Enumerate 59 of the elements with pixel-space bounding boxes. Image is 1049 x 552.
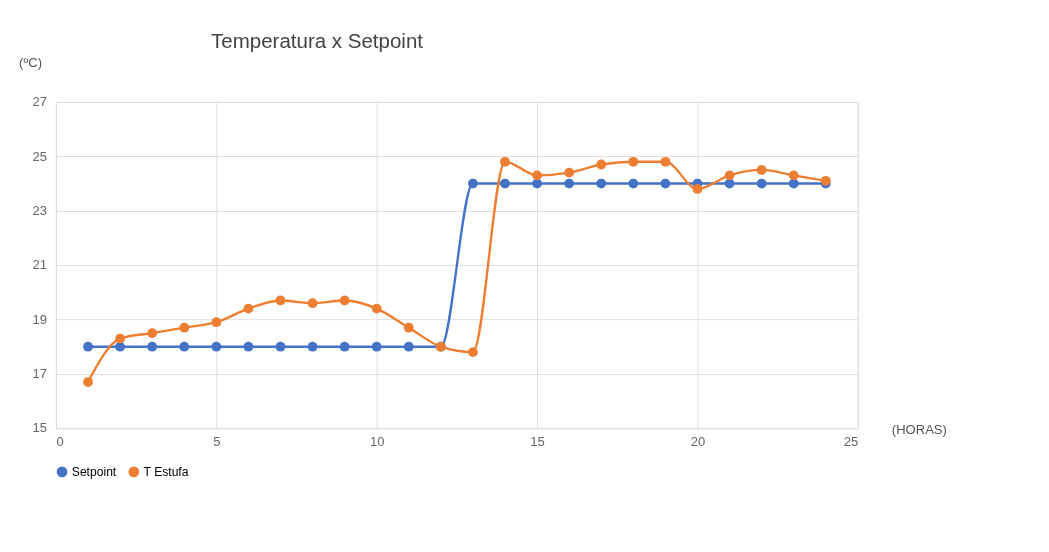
point [756, 178, 767, 189]
x-tick-label: 20 [690, 434, 706, 450]
point [179, 322, 190, 333]
y-tick-label: 23 [32, 202, 48, 218]
y-tick-label: 15 [32, 420, 48, 436]
point [339, 295, 350, 306]
point [468, 178, 478, 189]
point [371, 303, 382, 314]
point [115, 333, 125, 344]
point [211, 317, 222, 328]
point [468, 347, 478, 358]
y-axis-title: (ºC) [19, 54, 43, 70]
y-tick-label: 27 [32, 94, 48, 110]
point [500, 156, 510, 167]
point [724, 170, 735, 181]
point [500, 178, 510, 189]
x-tick-label: 5 [213, 434, 221, 450]
point [83, 377, 93, 387]
point [628, 156, 639, 167]
point [532, 178, 542, 189]
y-tick-label: 25 [32, 148, 48, 164]
point [179, 341, 190, 352]
x-tick-label: 10 [369, 434, 385, 450]
point [660, 156, 671, 167]
x-tick-label: 15 [530, 434, 545, 450]
chart-title: Temperatura x Setpoint [211, 28, 424, 52]
point [275, 341, 286, 352]
point [628, 178, 639, 189]
point [564, 167, 575, 178]
y-tick-label: 21 [32, 257, 48, 273]
point [371, 341, 382, 352]
point [339, 341, 350, 352]
point [243, 303, 254, 314]
point [275, 295, 286, 306]
point [756, 165, 767, 175]
x-tick-label: 0 [56, 434, 64, 450]
point [147, 328, 158, 338]
legend-label: Setpoint [71, 464, 117, 479]
x-tick-label: 25 [843, 434, 859, 450]
point [596, 159, 607, 170]
point [115, 341, 125, 352]
legend-label: T Estufa [143, 464, 189, 479]
point [660, 178, 671, 189]
y-tick-label: 19 [32, 311, 48, 327]
point [532, 170, 542, 181]
point [788, 170, 799, 181]
x-axis-title: (HORAS) [891, 422, 947, 438]
point [403, 322, 414, 333]
point [147, 341, 158, 352]
point [307, 341, 318, 352]
point [211, 341, 222, 352]
point [243, 341, 254, 352]
point [596, 178, 607, 189]
point [307, 298, 318, 309]
point [403, 341, 414, 352]
point [83, 341, 93, 352]
point [692, 184, 703, 194]
point [564, 178, 575, 189]
y-tick-label: 17 [32, 366, 48, 382]
